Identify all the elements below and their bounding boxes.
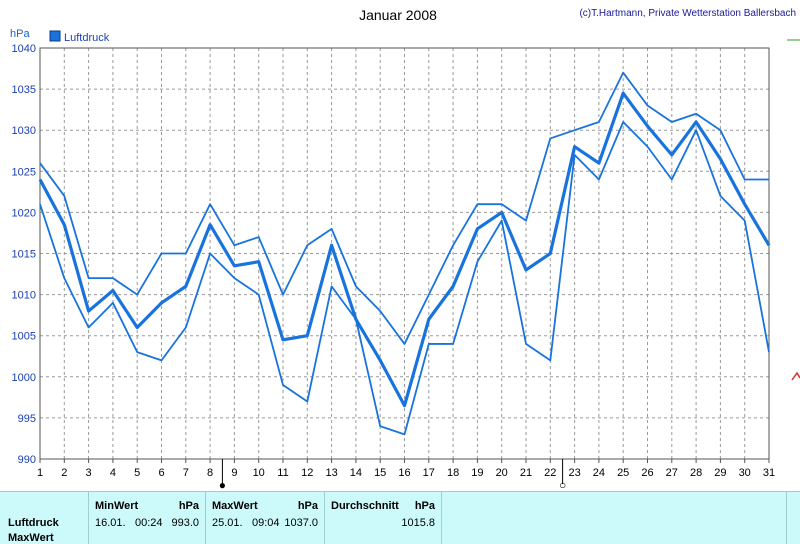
x-tick-label: 27 — [666, 467, 678, 479]
x-axis: 1 2 3 4 5 6 7 8 9 10 11 12 13 14 15 16 17 18 19 20 21 22 23 24 2… — [37, 459, 775, 479]
legend-label: Luftdruck — [64, 32, 110, 44]
y-tick-label: 1030 — [12, 125, 36, 137]
y-tick-label: 1035 — [12, 84, 36, 96]
series-lines — [38, 71, 771, 436]
row-label-maxwert: MaxWert — [8, 532, 54, 544]
x-tick-label: 4 — [110, 467, 116, 479]
chart-grid — [40, 48, 769, 459]
y-tick-label: 1020 — [12, 207, 36, 219]
min-unit: hPa — [178, 500, 199, 512]
x-tick-label: 1 — [37, 467, 43, 479]
x-tick-label: 31 — [763, 467, 775, 479]
x-tick-label: 2 — [61, 467, 67, 479]
x-tick-label: 25 — [617, 467, 629, 479]
side-panel-glyph — [791, 371, 800, 381]
chart-title: Januar 2008 — [359, 7, 437, 23]
avg-header: Durchschnitt — [331, 500, 399, 512]
moon-phase-icon: ● — [219, 478, 226, 491]
y-unit-label: hPa — [10, 28, 30, 40]
x-tick-label: 5 — [134, 467, 140, 479]
stats-min-cell: MinWert hPa 16.01. 00:24 993.0 — [89, 492, 206, 544]
y-tick-label: 995 — [18, 413, 36, 425]
min-time: 00:24 — [135, 517, 163, 529]
x-tick-label: 23 — [568, 467, 580, 479]
x-tick-label: 10 — [253, 467, 265, 479]
max-header: MaxWert — [212, 500, 258, 512]
series-line-min — [39, 121, 770, 436]
x-tick-label: 30 — [739, 467, 751, 479]
max-unit: hPa — [297, 500, 318, 512]
stats-edge-cell — [786, 492, 800, 544]
min-header: MinWert — [95, 500, 139, 512]
stats-panel: Luftdruck MaxWert MinWert hPa 16.01. 00:… — [0, 491, 800, 544]
y-tick-label: 1015 — [12, 249, 36, 261]
row-label-luftdruck: Luftdruck — [8, 517, 59, 529]
x-tick-label: 17 — [423, 467, 435, 479]
y-tick-label: 1040 — [12, 43, 36, 55]
x-tick-label: 22 — [544, 467, 556, 479]
copyright-text: (c)T.Hartmann, Private Wetterstation Bal… — [579, 8, 796, 19]
moon-phase-icon: ○ — [559, 478, 566, 491]
stats-max-cell: MaxWert hPa 25.01. 09:04 1037.0 — [206, 492, 325, 544]
series-line-max — [39, 71, 769, 345]
x-tick-label: 16 — [398, 467, 410, 479]
avg-unit: hPa — [414, 500, 435, 512]
x-tick-label: 26 — [641, 467, 653, 479]
y-tick-label: 990 — [18, 454, 36, 466]
stats-label-cell: Luftdruck MaxWert — [0, 492, 89, 544]
avg-value: 1015.8 — [401, 517, 435, 529]
x-tick-label: 3 — [86, 467, 92, 479]
min-date: 16.01. — [95, 517, 126, 529]
x-tick-label: 28 — [690, 467, 702, 479]
y-axis: 990 995 1000 1005 1010 1015 1020 1025 1030 1035 10… — [12, 43, 36, 466]
min-value: 993.0 — [171, 517, 199, 529]
y-tick-label: 1010 — [12, 290, 36, 302]
x-tick-label: 9 — [231, 467, 237, 479]
y-tick-label: 1025 — [12, 166, 36, 178]
x-tick-label: 18 — [447, 467, 459, 479]
x-tick-label: 13 — [325, 467, 337, 479]
x-tick-label: 8 — [207, 467, 213, 479]
legend-swatch — [49, 30, 61, 42]
x-tick-label: 6 — [158, 467, 164, 479]
x-tick-label: 21 — [520, 467, 532, 479]
x-tick-label: 15 — [374, 467, 386, 479]
pressure-chart: Januar 2008 (c)T.Hartmann, Private Wette… — [10, 7, 800, 491]
series-line-mean — [38, 91, 771, 408]
max-date: 25.01. — [212, 517, 243, 529]
x-tick-label: 20 — [496, 467, 508, 479]
y-tick-label: 1000 — [12, 372, 36, 384]
moon-phase-markers: ● ○ — [219, 459, 566, 491]
y-tick-label: 1005 — [12, 331, 36, 343]
x-tick-label: 12 — [301, 467, 313, 479]
x-tick-label: 7 — [183, 467, 189, 479]
x-tick-label: 24 — [593, 467, 605, 479]
x-tick-label: 11 — [277, 467, 288, 479]
x-tick-label: 29 — [714, 467, 726, 479]
x-tick-label: 14 — [350, 467, 362, 479]
stats-avg-cell: Durchschnitt hPa 1015.8 — [325, 492, 442, 544]
x-tick-label: 19 — [471, 467, 483, 479]
max-time: 09:04 — [252, 517, 280, 529]
max-value: 1037.0 — [284, 517, 318, 529]
